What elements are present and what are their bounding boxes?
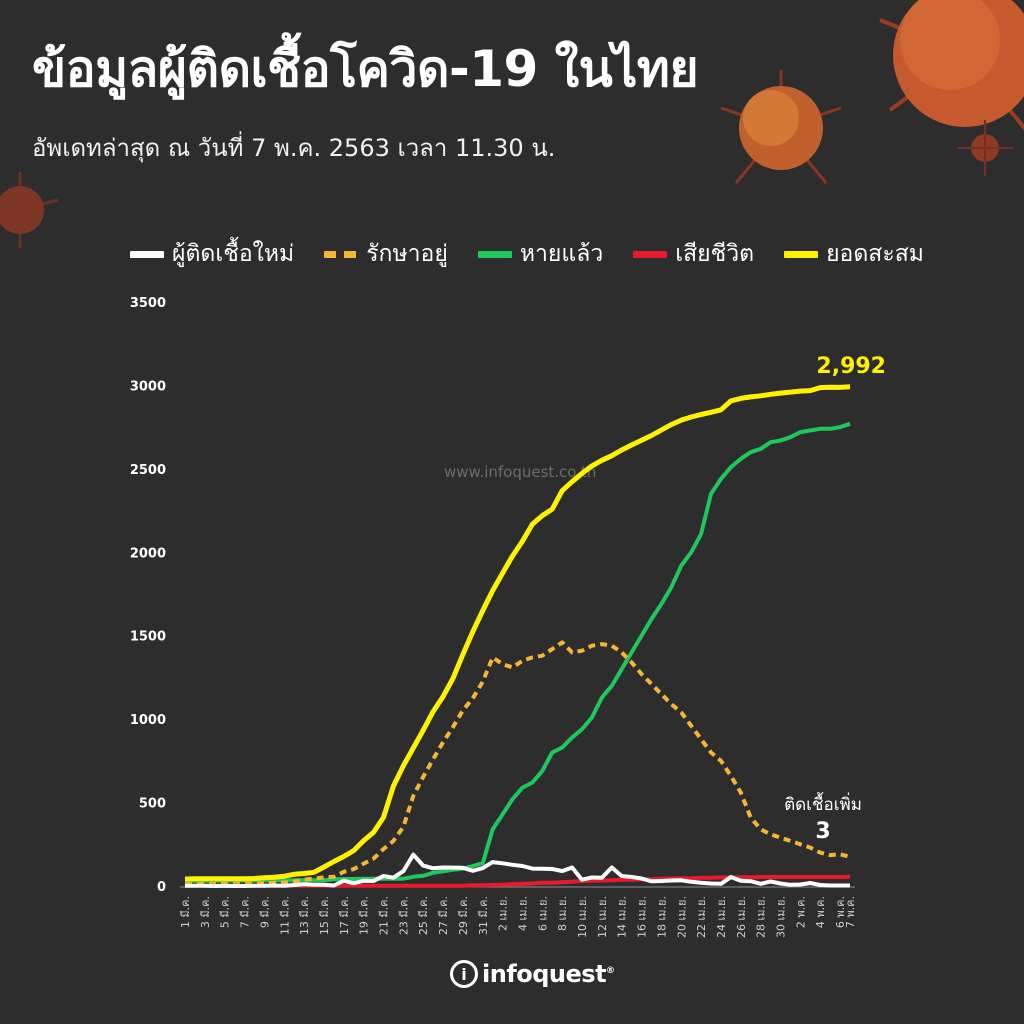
y-tick-label: 1000 [130,713,166,728]
legend-swatch-deaths [633,250,668,258]
x-tick-label: 19 มี.ค. [358,896,371,935]
virus-illustration-small-right [957,120,1013,176]
y-tick-label: 1500 [130,630,166,645]
legend-item-total: ยอดสะสม [784,236,924,272]
x-tick-label: 4 เม.ย. [516,896,529,931]
chart-legend: ผู้ติดเชื้อใหม่ รักษาอยู่ หายแล้ว เสียชี… [130,236,924,272]
x-tick-label: 28 เม.ย. [755,896,768,938]
virus-illustration-top-right [879,0,1024,131]
virus-illustration-left [0,172,59,248]
x-tick-label: 16 เม.ย. [636,896,649,938]
x-tick-label: 10 เม.ย. [576,896,589,938]
x-tick-label: 18 เม.ย. [655,896,668,938]
x-tick-label: 6 พ.ค. [834,896,847,928]
legend-swatch-recovered [477,250,512,258]
x-tick-label: 6 เม.ย. [536,896,549,931]
x-tick-label: 14 เม.ย. [616,896,629,938]
x-tick-label: 3 มี.ค. [199,896,212,928]
x-tick-label: 29 มี.ค. [457,896,470,935]
x-tick-label: 11 มี.ค. [278,896,291,935]
legend-item-recovered: หายแล้ว [477,236,604,272]
x-tick-label: 24 เม.ย. [715,896,728,938]
y-tick-label: 0 [157,880,166,895]
legend-label-new: ผู้ติดเชื้อใหม่ [172,241,295,267]
watermark: www.infoquest.co.th [444,463,597,481]
x-tick-label: 5 มี.ค. [219,896,232,928]
x-tick-label: 30 เม.ย. [775,896,788,938]
legend-label-total: ยอดสะสม [826,241,924,267]
x-tick-label: 31 มี.ค. [477,896,490,935]
logo-text: infoquest® [482,960,615,988]
x-tick-label: 15 มี.ค. [318,896,331,935]
x-tick-label: 20 เม.ย. [675,896,688,938]
x-tick-label: 1 มี.ค. [179,896,192,928]
series-line-total [184,384,851,882]
x-tick-label: 4 พ.ค. [814,896,827,928]
new-cases-annotation-label: ติดเชื้อเพิ่ม [784,792,862,815]
x-tick-label: 26 เม.ย. [735,896,748,938]
y-tick-label: 500 [139,797,166,812]
x-tick-label: 2 พ.ค. [794,896,807,928]
x-tick-label: 23 มี.ค. [397,896,410,935]
logo-mark-icon: i [450,960,478,988]
y-tick-label: 2500 [130,463,166,478]
legend-swatch-new [130,250,164,258]
series-line-new [184,852,850,888]
x-tick-label: 27 มี.ค. [437,896,450,935]
x-tick-label: 22 เม.ย. [695,896,708,938]
legend-swatch-total [784,250,819,258]
y-tick-label: 3500 [130,296,166,311]
virus-illustration-middle [720,70,842,184]
infoquest-logo: i infoquest® [450,960,615,988]
legend-swatch-active [324,250,359,258]
legend-item-deaths: เสียชีวิต [633,236,754,272]
x-tick-label: 17 มี.ค. [338,896,351,935]
legend-label-active: รักษาอยู่ [366,241,448,267]
legend-label-recovered: หายแล้ว [519,241,604,267]
x-tick-label: 7 พ.ค. [844,896,857,928]
x-tick-label: 9 มี.ค. [258,896,271,928]
x-tick-label: 12 เม.ย. [596,896,609,938]
x-tick-label: 25 มี.ค. [417,896,430,935]
legend-item-new: ผู้ติดเชื้อใหม่ [130,236,294,272]
x-tick-label: 13 มี.ค. [298,896,311,935]
y-tick-label: 3000 [130,379,166,394]
x-tick-label: 7 มี.ค. [239,896,252,928]
x-tick-label: 2 เม.ย. [497,896,510,931]
x-tick-label: 8 เม.ย. [556,896,569,931]
page-title: ข้อมูลผู้ติดเชื้อโควิด-19 ในไทย [32,40,699,98]
legend-item-active: รักษาอยู่ [324,236,448,272]
x-tick-label: 21 มี.ค. [378,896,391,935]
total-annotation: 2,992 [816,354,886,379]
series-line-active [184,640,851,887]
y-tick-label: 2000 [130,546,166,561]
legend-label-deaths: เสียชีวิต [675,241,755,267]
update-timestamp: อัพเดทล่าสุด ณ วันที่ 7 พ.ค. 2563 เวลา 1… [32,134,556,162]
new-cases-annotation-value: 3 [815,819,830,844]
